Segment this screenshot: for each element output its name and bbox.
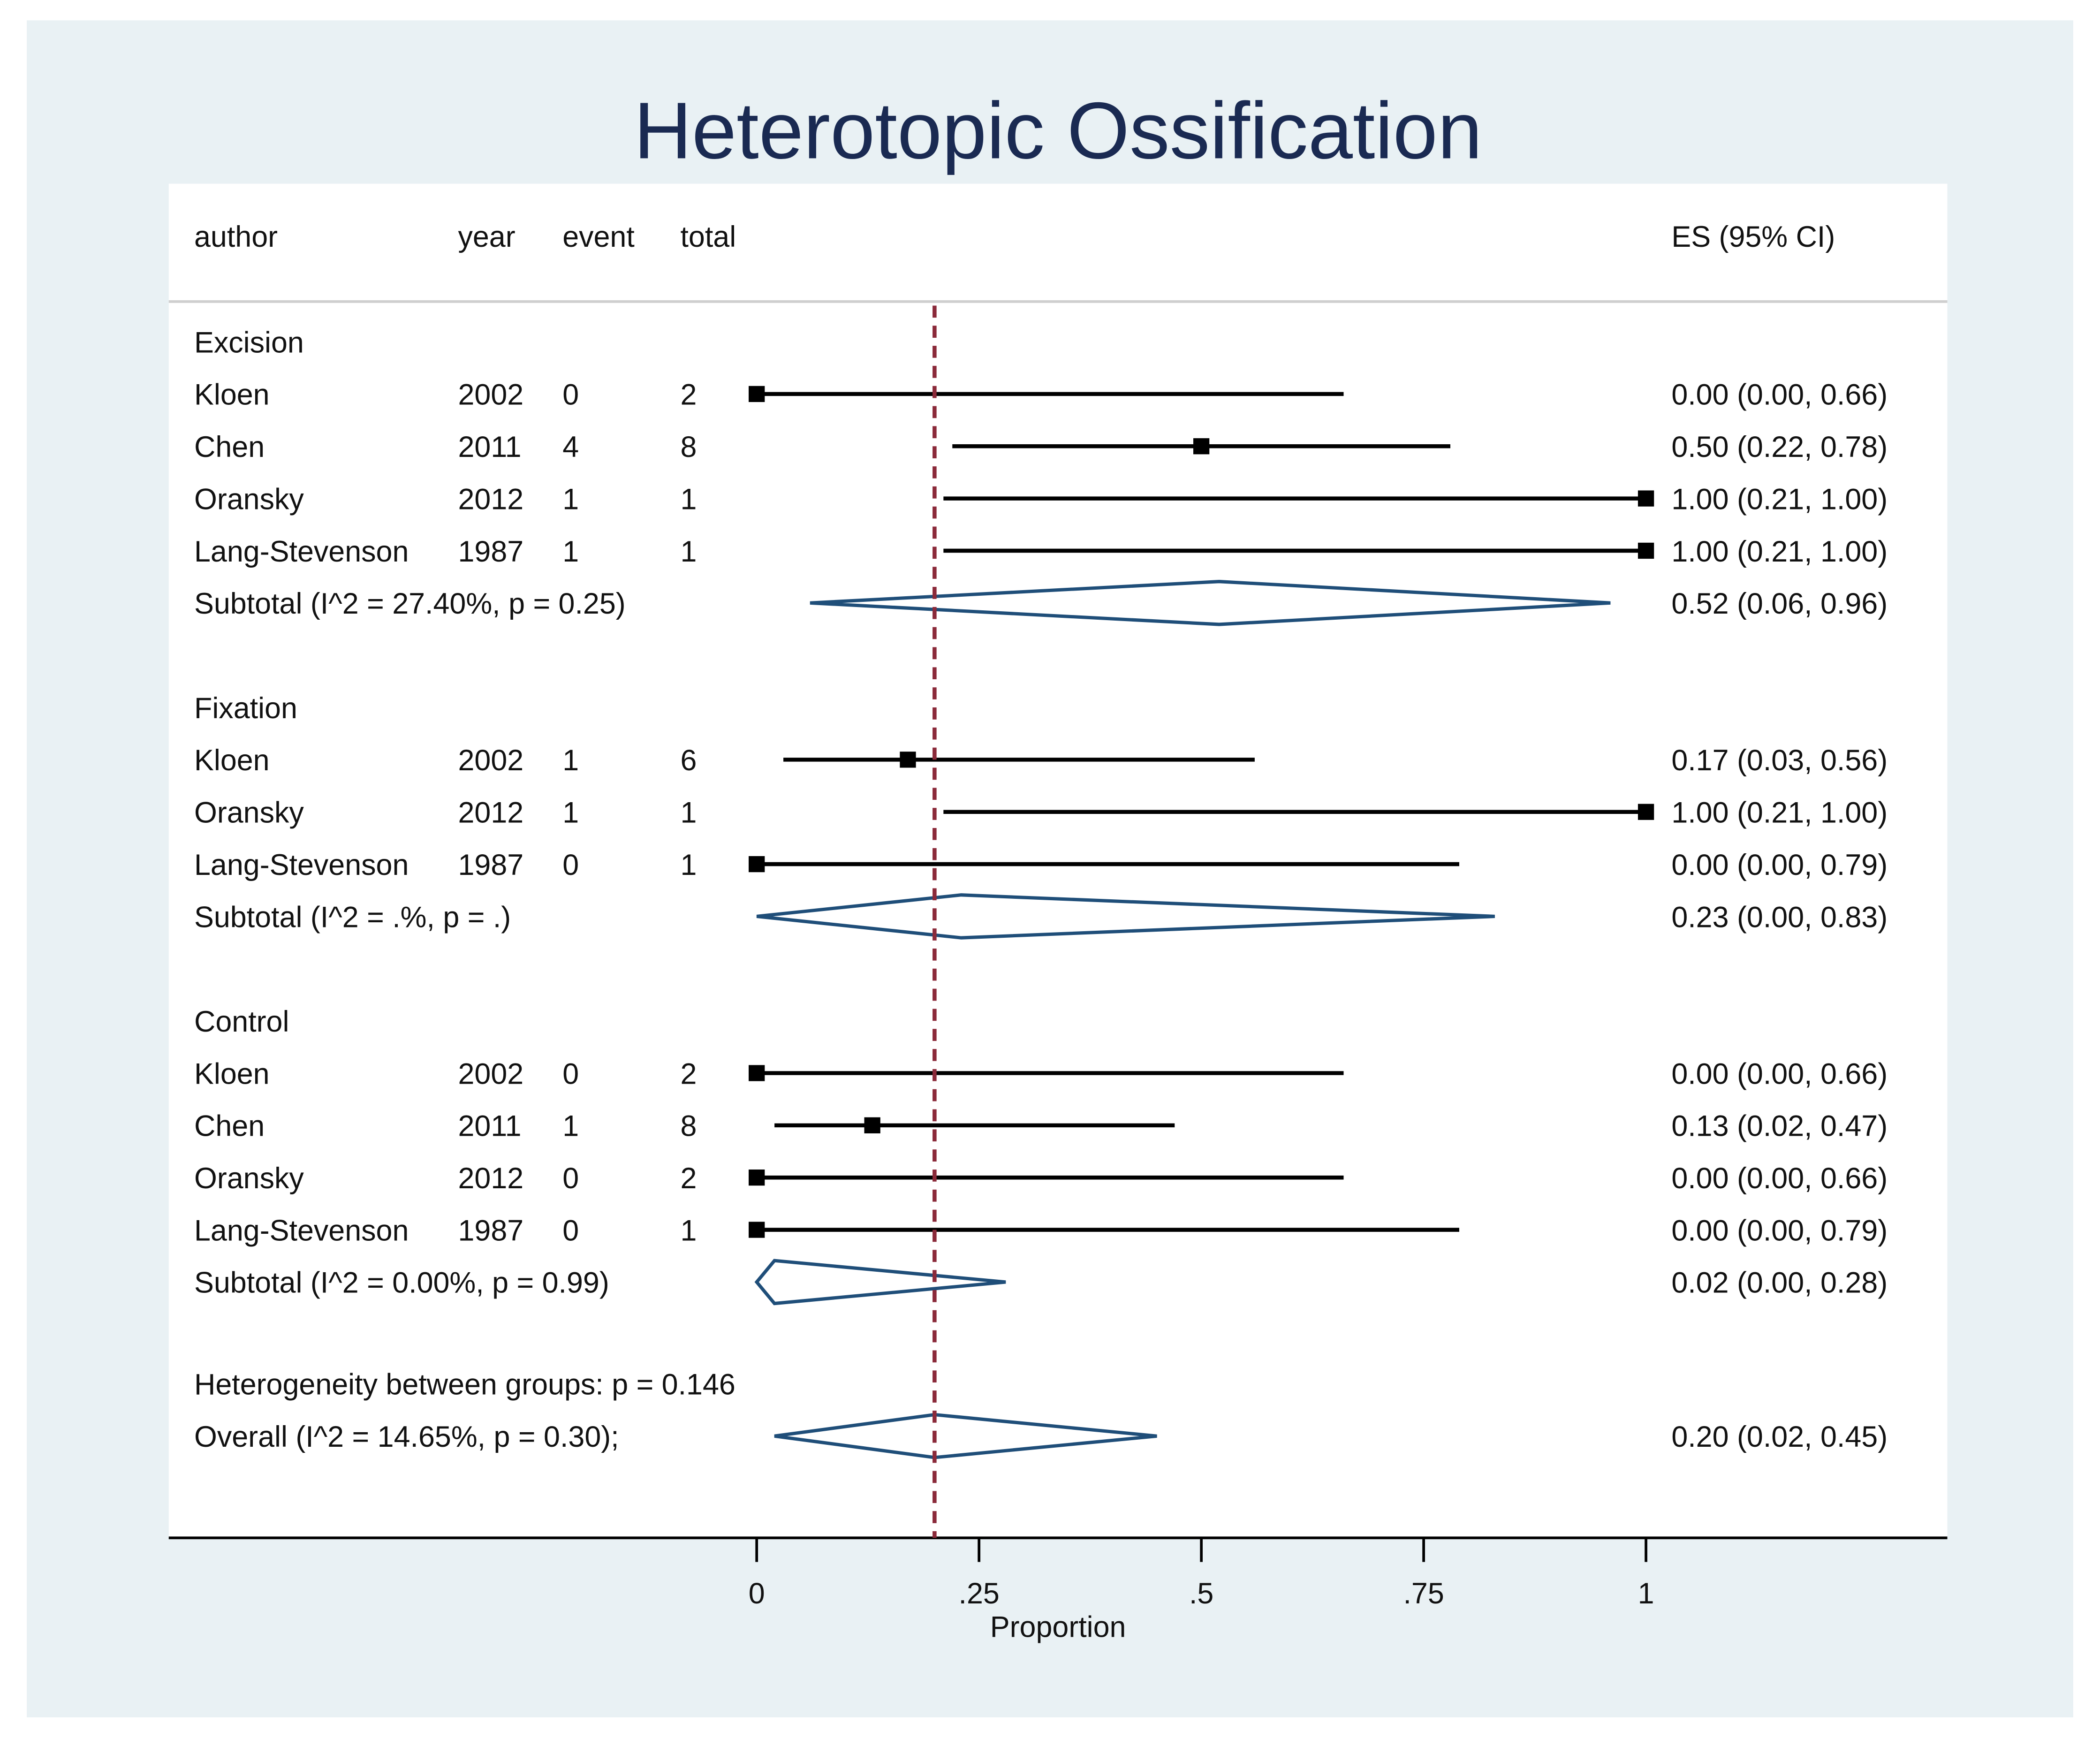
- study-author: Kloen: [194, 379, 270, 411]
- header-author: author: [194, 220, 278, 253]
- study-year: 2002: [458, 744, 523, 777]
- study-es-label: 0.00 (0.00, 0.66): [1671, 1057, 1888, 1090]
- study-total: 8: [680, 1110, 697, 1143]
- study-author: Lang-Stevenson: [194, 1214, 409, 1247]
- study-author: Lang-Stevenson: [194, 849, 409, 881]
- group-label: Fixation: [194, 692, 297, 725]
- study-total: 1: [680, 483, 697, 516]
- study-es-label: 0.17 (0.03, 0.56): [1671, 744, 1888, 777]
- point-estimate-marker: [1638, 490, 1654, 507]
- overall-es-label: 0.20 (0.02, 0.45): [1671, 1420, 1888, 1453]
- study-event: 0: [562, 379, 579, 411]
- study-es-label: 1.00 (0.21, 1.00): [1671, 535, 1888, 568]
- point-estimate-marker: [1638, 804, 1654, 820]
- study-total: 8: [680, 431, 697, 463]
- group-label: Control: [194, 1005, 289, 1038]
- subtotal-label: Subtotal (I^2 = 0.00%, p = 0.99): [194, 1267, 609, 1299]
- study-total: 6: [680, 744, 697, 777]
- plot-panel: [168, 183, 1948, 1538]
- study-total: 1: [680, 1214, 697, 1247]
- x-axis-label: Proportion: [990, 1611, 1126, 1644]
- study-event: 1: [562, 535, 579, 568]
- study-year: 1987: [458, 535, 523, 568]
- point-estimate-marker: [1638, 542, 1654, 559]
- study-author: Oransky: [194, 483, 304, 516]
- subtotal-diamond: [810, 580, 1611, 626]
- study-year: 2012: [458, 1162, 523, 1195]
- point-estimate-marker: [1193, 438, 1210, 455]
- study-es-label: 0.50 (0.22, 0.78): [1671, 431, 1888, 463]
- subtotal-diamond: [756, 893, 1495, 940]
- study-year: 2012: [458, 797, 523, 829]
- study-es-label: 1.00 (0.21, 1.00): [1671, 797, 1888, 829]
- overall-label: Overall (I^2 = 14.65%, p = 0.30);: [194, 1420, 619, 1453]
- point-estimate-marker: [749, 1065, 765, 1081]
- study-author: Kloen: [194, 1057, 270, 1090]
- study-event: 1: [562, 797, 579, 829]
- point-estimate-marker: [749, 386, 765, 402]
- point-estimate-marker: [864, 1117, 880, 1133]
- study-es-label: 0.00 (0.00, 0.66): [1671, 379, 1888, 411]
- study-author: Chen: [194, 431, 265, 463]
- study-event: 0: [562, 849, 579, 881]
- study-event: 1: [562, 483, 579, 516]
- study-total: 1: [680, 797, 697, 829]
- subtotal-es-label: 0.52 (0.06, 0.96): [1671, 587, 1888, 620]
- point-estimate-marker: [749, 1222, 765, 1238]
- x-tick-label: .75: [1403, 1577, 1444, 1610]
- chart-title: Heterotopic Ossification: [634, 86, 1482, 175]
- x-tick-label: .5: [1189, 1577, 1213, 1610]
- study-total: 2: [680, 1057, 697, 1090]
- x-tick-label: .25: [959, 1577, 1000, 1610]
- study-year: 2002: [458, 1057, 523, 1090]
- study-total: 2: [680, 379, 697, 411]
- study-es-label: 0.00 (0.00, 0.79): [1671, 1214, 1888, 1247]
- study-event: 1: [562, 1110, 579, 1143]
- study-year: 2012: [458, 483, 523, 516]
- study-year: 2011: [458, 431, 521, 463]
- study-year: 2011: [458, 1110, 521, 1143]
- study-total: 2: [680, 1162, 697, 1195]
- header-total: total: [680, 220, 736, 253]
- study-author: Lang-Stevenson: [194, 535, 409, 568]
- study-es-label: 0.00 (0.00, 0.79): [1671, 849, 1888, 881]
- study-author: Oransky: [194, 797, 304, 829]
- subtotal-es-label: 0.23 (0.00, 0.83): [1671, 901, 1888, 934]
- study-event: 0: [562, 1057, 579, 1090]
- study-year: 1987: [458, 849, 523, 881]
- study-author: Chen: [194, 1110, 265, 1143]
- study-es-label: 0.13 (0.02, 0.47): [1671, 1110, 1888, 1143]
- subtotal-diamond: [754, 1259, 1006, 1306]
- study-author: Oransky: [194, 1162, 304, 1195]
- study-event: 4: [562, 431, 579, 463]
- study-year: 1987: [458, 1214, 523, 1247]
- header-es: ES (95% CI): [1671, 220, 1835, 253]
- study-es-label: 0.00 (0.00, 0.66): [1671, 1162, 1888, 1195]
- study-es-label: 1.00 (0.21, 1.00): [1671, 483, 1888, 516]
- study-year: 2002: [458, 379, 523, 411]
- x-tick-label: 1: [1638, 1577, 1654, 1610]
- header-event: event: [562, 220, 635, 253]
- point-estimate-marker: [749, 1169, 765, 1186]
- heterogeneity-text: Heterogeneity between groups: p = 0.146: [194, 1368, 735, 1401]
- point-estimate-marker: [900, 752, 916, 768]
- subtotal-label: Subtotal (I^2 = .%, p = .): [194, 901, 511, 934]
- study-event: 1: [562, 744, 579, 777]
- study-total: 1: [680, 849, 697, 881]
- subtotal-label: Subtotal (I^2 = 27.40%, p = 0.25): [194, 587, 626, 620]
- study-event: 0: [562, 1214, 579, 1247]
- subtotal-es-label: 0.02 (0.00, 0.28): [1671, 1267, 1888, 1299]
- overall-diamond: [774, 1412, 1157, 1459]
- point-estimate-marker: [749, 856, 765, 873]
- study-author: Kloen: [194, 744, 270, 777]
- header-year: year: [458, 220, 515, 253]
- x-tick-label: 0: [749, 1577, 765, 1610]
- study-event: 0: [562, 1162, 579, 1195]
- group-label: Excision: [194, 326, 304, 359]
- study-total: 1: [680, 535, 697, 568]
